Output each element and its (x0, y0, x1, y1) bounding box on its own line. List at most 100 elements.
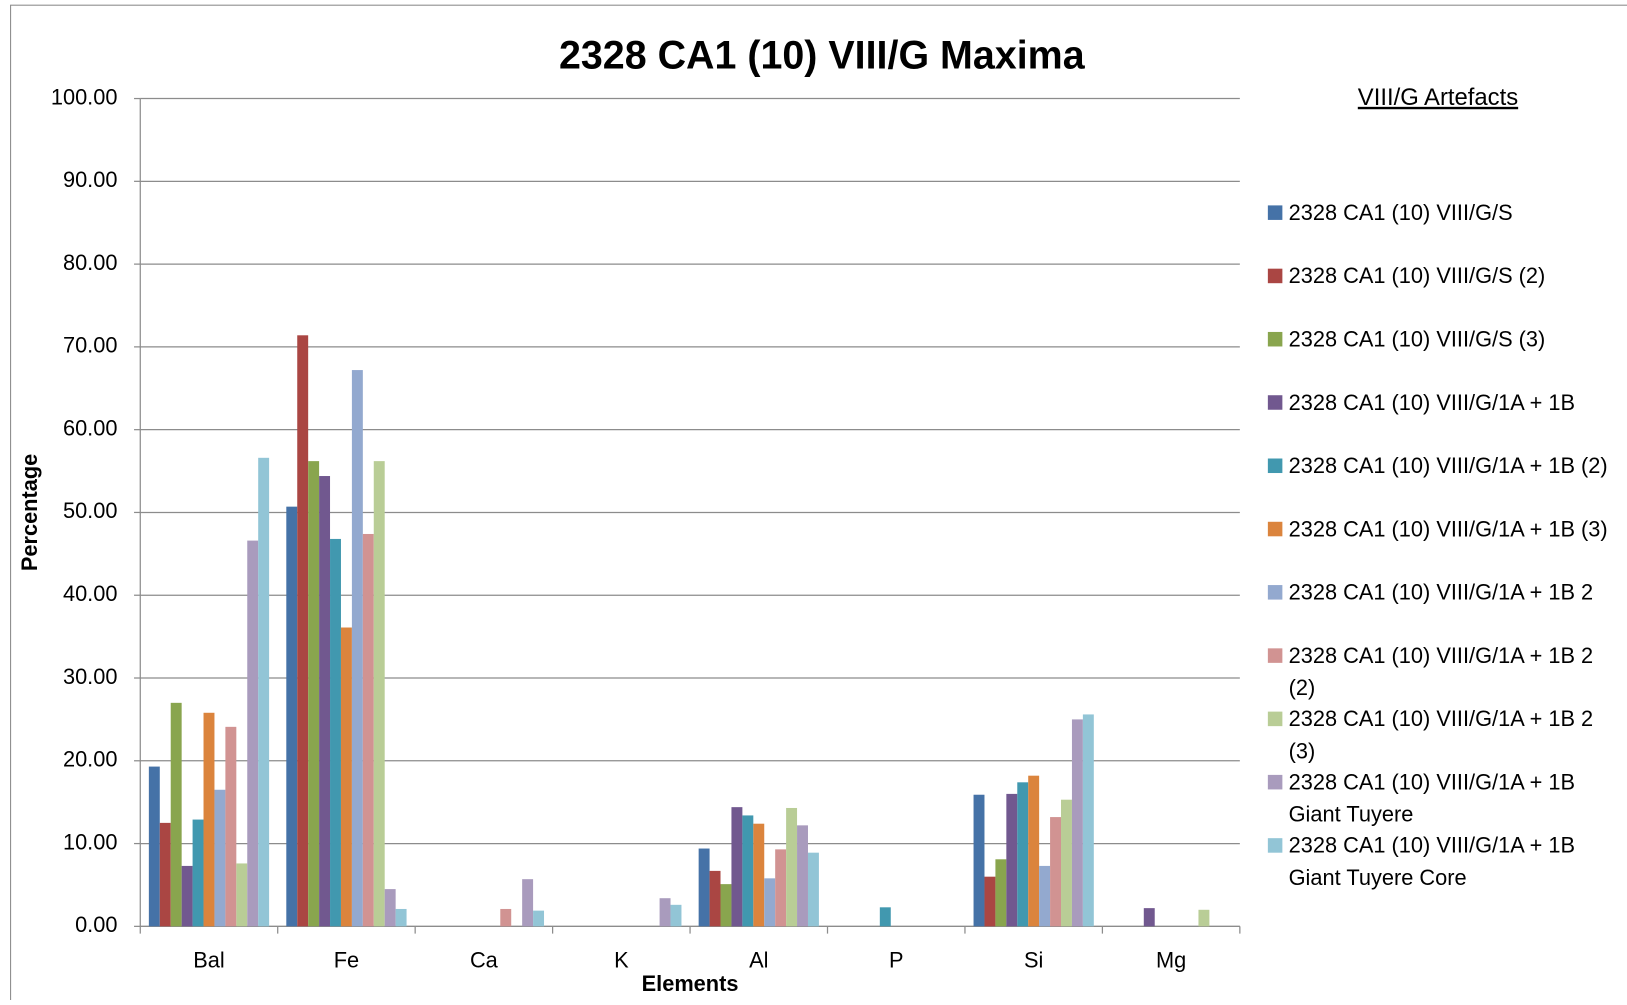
legend-swatch (1267, 268, 1283, 284)
bar (236, 863, 248, 927)
y-tick-label: 90.00 (63, 167, 117, 192)
bar (1006, 793, 1018, 927)
x-axis-label: Elements (642, 971, 739, 996)
x-tick-label: Bal (193, 947, 224, 972)
bar (731, 807, 743, 927)
legend-entry: 2328 CA1 (10) VIII/G/1A + 1B 2 (2) (1267, 640, 1621, 704)
bar (373, 461, 385, 927)
x-tick-label: K (614, 947, 629, 972)
bar (170, 702, 182, 927)
x-tick-label: P (889, 947, 904, 972)
legend-label: 2328 CA1 (10) VIII/G/1A + 1B 2 (3) (1288, 707, 1594, 764)
bar (1198, 909, 1210, 927)
bar (973, 794, 985, 927)
x-tick-label: Al (749, 947, 768, 972)
bar (670, 904, 682, 927)
bar (775, 849, 787, 927)
legend-label: 2328 CA1 (10) VIII/G/1A + 1B Giant Tuyer… (1288, 770, 1575, 827)
bar (797, 825, 808, 927)
y-tick-label: 40.00 (63, 581, 117, 606)
bar (247, 540, 259, 927)
bar (742, 815, 754, 927)
bar (258, 457, 270, 927)
legend-swatch (1267, 774, 1283, 790)
legend-swatch (1267, 331, 1283, 347)
bar (753, 823, 765, 927)
bar (181, 865, 193, 927)
legend-entry: 2328 CA1 (10) VIII/G/1A + 1B 2 (1267, 577, 1621, 609)
legend-entry: 2328 CA1 (10) VIII/G/1A + 1B Giant Tuyer… (1267, 767, 1621, 831)
y-tick-label: 70.00 (63, 333, 117, 358)
legend-label: 2328 CA1 (10) VIII/G/S (1288, 201, 1513, 226)
bar (319, 476, 331, 927)
legend-label: 2328 CA1 (10) VIII/G/1A + 1B 2 (2) (1288, 644, 1594, 701)
bar (709, 870, 721, 927)
legend-entry: 2328 CA1 (10) VIII/G/S (2) (1267, 260, 1621, 292)
bar (225, 726, 237, 927)
bar (1017, 782, 1029, 927)
legend-entry: 2328 CA1 (10) VIII/G/1A + 1B (3) (1267, 513, 1621, 545)
x-tick-label: Mg (1156, 947, 1186, 972)
bar (1061, 799, 1072, 927)
y-tick-label: 10.00 (63, 829, 117, 854)
bar (807, 852, 819, 927)
bar (786, 807, 798, 927)
bar (984, 876, 996, 927)
legend-label: 2328 CA1 (10) VIII/G/1A + 1B 2 (1288, 580, 1594, 605)
chart-frame (10, 4, 1627, 1005)
legend-label: 2328 CA1 (10) VIII/G/1A + 1B (1288, 391, 1575, 415)
bar (1071, 719, 1083, 927)
bar (384, 889, 396, 927)
bar (500, 908, 512, 927)
bar (286, 506, 298, 927)
legend-swatch (1267, 711, 1283, 727)
bar (1143, 908, 1155, 927)
y-tick-label: 80.00 (63, 250, 117, 275)
bar (764, 878, 776, 927)
bar (297, 335, 309, 927)
legend-entry: 2328 CA1 (10) VIII/G/S (3) (1267, 324, 1621, 356)
bar (203, 712, 215, 927)
bar (522, 879, 534, 927)
x-tick-label: Ca (470, 947, 499, 972)
bar (533, 910, 545, 927)
legend-label: 2328 CA1 (10) VIII/G/S (3) (1288, 327, 1546, 352)
bar (148, 766, 160, 927)
bar (879, 907, 891, 927)
legend-entry: 2328 CA1 (10) VIII/G/1A + 1B (2) (1267, 450, 1621, 482)
y-tick-label: 30.00 (63, 664, 117, 689)
bar (720, 884, 732, 927)
bar (159, 822, 171, 927)
x-tick-label: Si (1024, 947, 1043, 972)
legend-swatch (1267, 205, 1283, 220)
legend-entry: 2328 CA1 (10) VIII/G/1A + 1B 2 (3) (1267, 703, 1621, 767)
y-tick-label: 60.00 (63, 415, 117, 440)
legend-entry: 2328 CA1 (10) VIII/G/S (1267, 197, 1621, 229)
bar (1082, 714, 1094, 927)
legend-swatch (1267, 585, 1283, 600)
x-tick-label: Fe (334, 947, 359, 972)
chart-title: 2328 CA1 (10) VIII/G Maxima (559, 33, 1086, 77)
bar (659, 898, 671, 927)
legend-label: 2328 CA1 (10) VIII/G/1A + 1B (2) (1288, 454, 1608, 479)
legend-box: 2328 CA1 (10) VIII/G/S 2328 CA1 (10) VIII… (1255, 197, 1626, 923)
bar (330, 538, 341, 927)
bar (308, 461, 320, 927)
legend-label: 2328 CA1 (10) VIII/G/1A + 1B (3) (1288, 517, 1608, 542)
legend-label: 2328 CA1 (10) VIII/G/S (2) (1288, 264, 1546, 289)
legend-swatch (1267, 395, 1283, 410)
bar (1028, 775, 1040, 927)
bar (351, 370, 363, 927)
bar (698, 848, 710, 927)
legend-swatch (1267, 521, 1283, 537)
bar (1050, 817, 1062, 927)
legend-swatch (1267, 648, 1283, 663)
bar (995, 859, 1007, 927)
bar (192, 819, 204, 927)
bar (214, 789, 226, 927)
legend: 2328 CA1 (10) VIII/G/S 2328 CA1 (10) VIII… (1255, 197, 1626, 923)
bar (362, 533, 374, 927)
legend-title: VIII/G Artefacts (1358, 84, 1518, 111)
